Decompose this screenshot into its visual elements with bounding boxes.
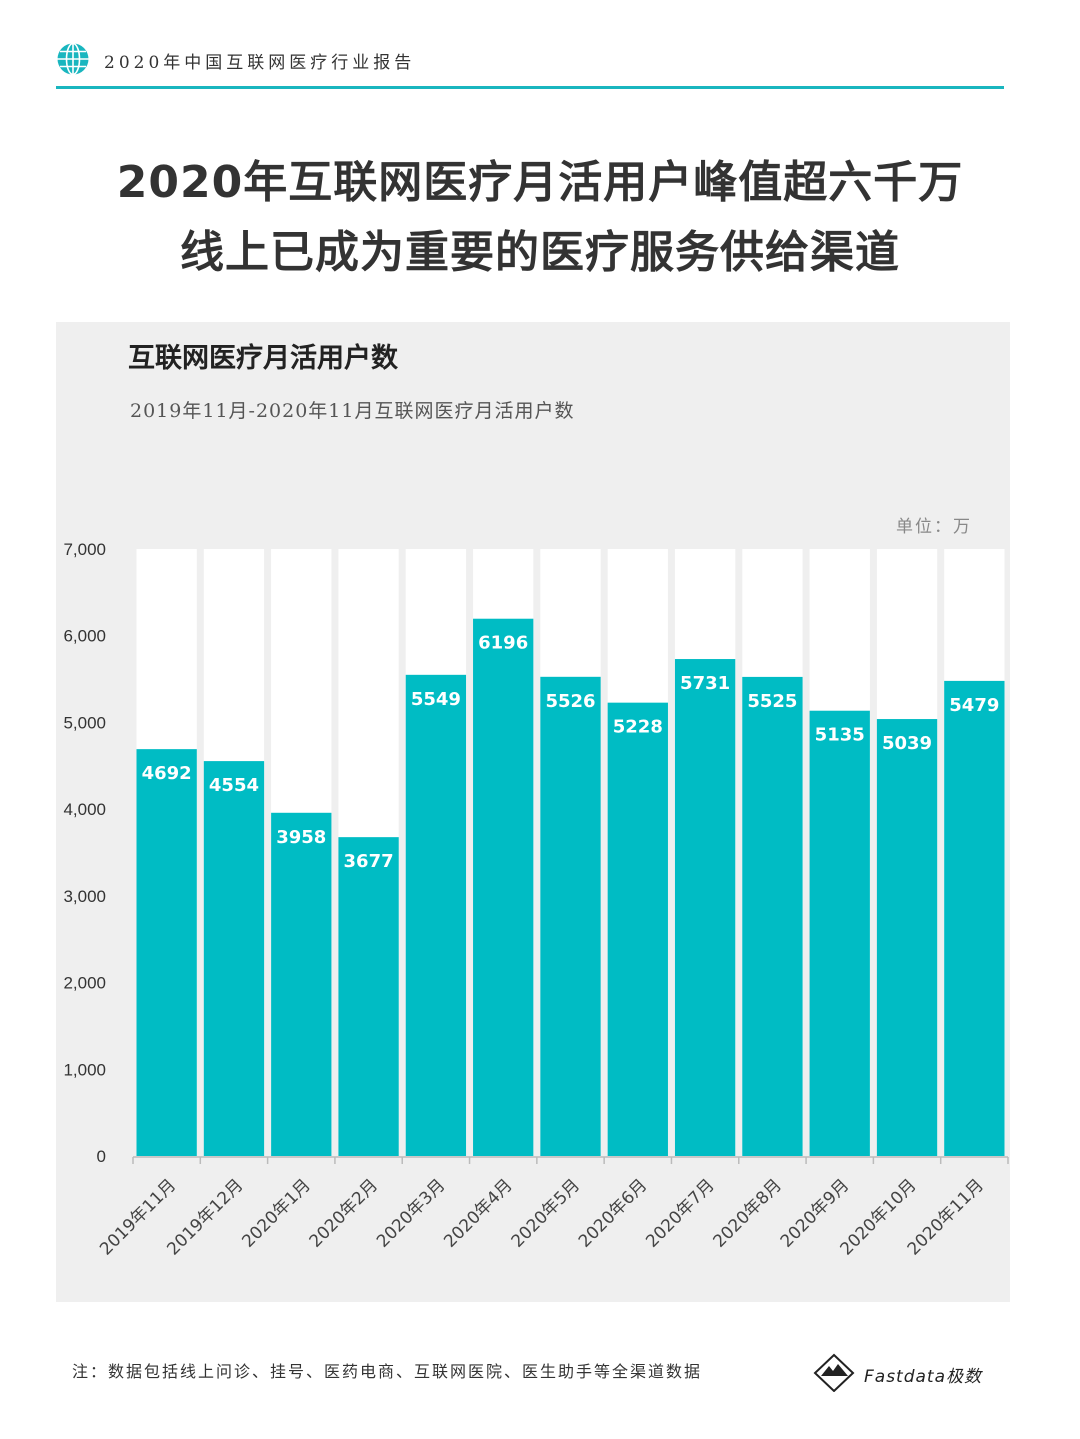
bar xyxy=(607,702,668,1156)
bar-data-label: 5228 xyxy=(613,717,663,738)
y-tick-label: 1,000 xyxy=(63,1060,106,1079)
bar-data-label: 5039 xyxy=(882,733,932,754)
page-headline: 2020年互联网医疗月活用户峰值超六千万 线上已成为重要的医疗服务供给渠道 xyxy=(0,148,1080,288)
bar-data-label: 5549 xyxy=(411,689,461,710)
bar-data-label: 6196 xyxy=(478,633,528,654)
report-header: 2020年中国互联网医疗行业报告 xyxy=(56,38,1006,92)
y-tick-label: 7,000 xyxy=(63,540,106,559)
bar-data-label: 3958 xyxy=(276,827,326,848)
y-tick-label: 6,000 xyxy=(63,627,106,646)
bar-data-label: 3677 xyxy=(344,851,394,872)
bar xyxy=(473,618,534,1156)
chart-title: 互联网医疗月活用户数 xyxy=(128,343,398,374)
header-divider xyxy=(56,86,1004,89)
x-category-label: 2020年3月 xyxy=(373,1175,449,1251)
footer-note: 注：数据包括线上问诊、挂号、医药电商、互联网医院、医生助手等全渠道数据 xyxy=(72,1362,703,1381)
bar xyxy=(944,680,1005,1156)
bar xyxy=(338,837,399,1156)
x-category-label: 2020年7月 xyxy=(642,1175,718,1251)
x-category-label: 2020年8月 xyxy=(710,1175,786,1251)
chart-subtitle: 2019年11月-2020年11月互联网医疗月活用户数 xyxy=(130,400,575,422)
bar xyxy=(809,710,870,1156)
bar xyxy=(136,749,197,1156)
y-tick-label: 0 xyxy=(97,1147,106,1166)
report-title: 2020年中国互联网医疗行业报告 xyxy=(104,53,416,73)
fastdata-logo: Fastdata极数 xyxy=(812,1352,1012,1392)
x-category-label: 2020年5月 xyxy=(508,1175,584,1251)
bar-data-label: 5526 xyxy=(545,691,595,712)
y-tick-label: 3,000 xyxy=(63,887,106,906)
headline-line-2: 线上已成为重要的医疗服务供给渠道 xyxy=(180,227,900,278)
bar xyxy=(405,674,467,1156)
globe-icon xyxy=(57,42,89,76)
bar xyxy=(674,659,736,1156)
y-tick-label: 5,000 xyxy=(63,713,106,732)
x-category-label: 2020年1月 xyxy=(238,1175,314,1251)
logo-text: Fastdata极数 xyxy=(864,1367,983,1387)
unit-label: 单位：万 xyxy=(896,517,972,537)
x-category-label: 2020年2月 xyxy=(306,1175,382,1251)
y-tick-label: 4,000 xyxy=(63,800,106,819)
bar xyxy=(203,761,265,1156)
bar xyxy=(271,812,332,1156)
x-category-label: 2020年6月 xyxy=(575,1175,651,1251)
y-tick-label: 2,000 xyxy=(63,974,106,993)
bar xyxy=(876,719,938,1156)
bar xyxy=(540,676,601,1156)
bar-data-label: 5479 xyxy=(949,695,999,716)
bar-data-label: 4692 xyxy=(142,763,192,784)
bar xyxy=(742,676,803,1156)
bar-data-label: 5135 xyxy=(815,725,865,746)
mountain-logo-icon xyxy=(813,1353,855,1392)
x-category-label: 2020年4月 xyxy=(440,1175,516,1251)
bar-data-label: 4554 xyxy=(209,775,259,796)
bar-data-label: 5525 xyxy=(747,691,797,712)
headline-line-1: 2020年互联网医疗月活用户峰值超六千万 xyxy=(116,157,964,208)
bar-data-label: 5731 xyxy=(680,673,730,694)
